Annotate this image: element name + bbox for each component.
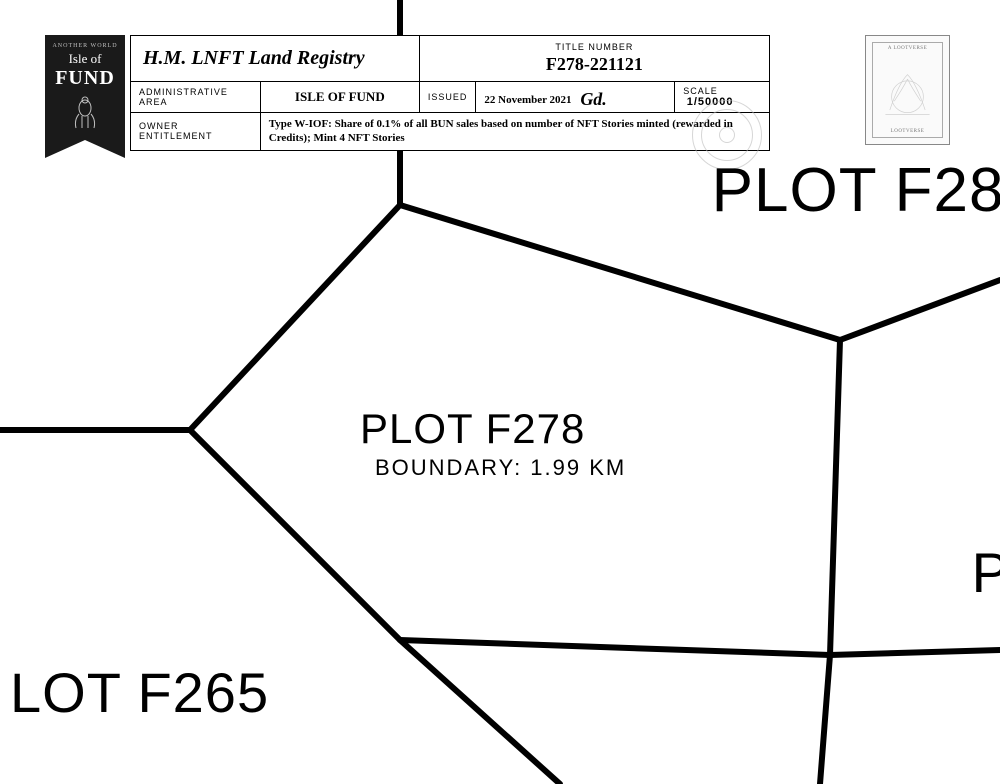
plot-label-right: P: [972, 540, 1000, 605]
admin-area-label: ADMINISTRATIVE AREA: [131, 82, 261, 113]
issued-label: ISSUED: [419, 82, 476, 113]
registry-title: H.M. LNFT Land Registry: [131, 36, 420, 82]
stamp-art-icon: [881, 57, 934, 128]
plot-label-main: PLOT F278: [360, 405, 585, 453]
title-number-value: F278-221121: [426, 54, 763, 75]
stamp-border: A LOOTVERSE LOOTVERSE: [872, 42, 943, 138]
postage-stamp: A LOOTVERSE LOOTVERSE: [865, 35, 950, 145]
title-number-label: TITLE NUMBER: [426, 42, 763, 52]
signature: Gd.: [580, 89, 607, 110]
owner-entitlement-label: OWNER ENTITLEMENT: [131, 113, 261, 151]
stamp-top-text: A LOOTVERSE: [873, 46, 942, 51]
isle-of-fund-banner: ANOTHER WORLD Isle of FUND: [45, 35, 125, 140]
issued-date: 22 November 2021: [484, 94, 571, 106]
plot-boundary-text: BOUNDARY: 1.99 KM: [375, 455, 626, 481]
stamp-bottom-text: LOOTVERSE: [873, 129, 942, 134]
scale-label: SCALE: [683, 86, 718, 96]
plot-label-f265: LOT F265: [10, 660, 269, 725]
registry-header-table: H.M. LNFT Land Registry TITLE NUMBER F27…: [130, 35, 770, 151]
admin-area-value: ISLE OF FUND: [260, 82, 419, 113]
banner-isle-text: Isle of: [45, 51, 125, 67]
banner-fund-text: FUND: [45, 67, 125, 90]
banner-top-text: ANOTHER WORLD: [45, 43, 125, 49]
banner-emblem-icon: [45, 94, 125, 138]
plot-label-f280: PLOT F280: [712, 155, 1000, 226]
